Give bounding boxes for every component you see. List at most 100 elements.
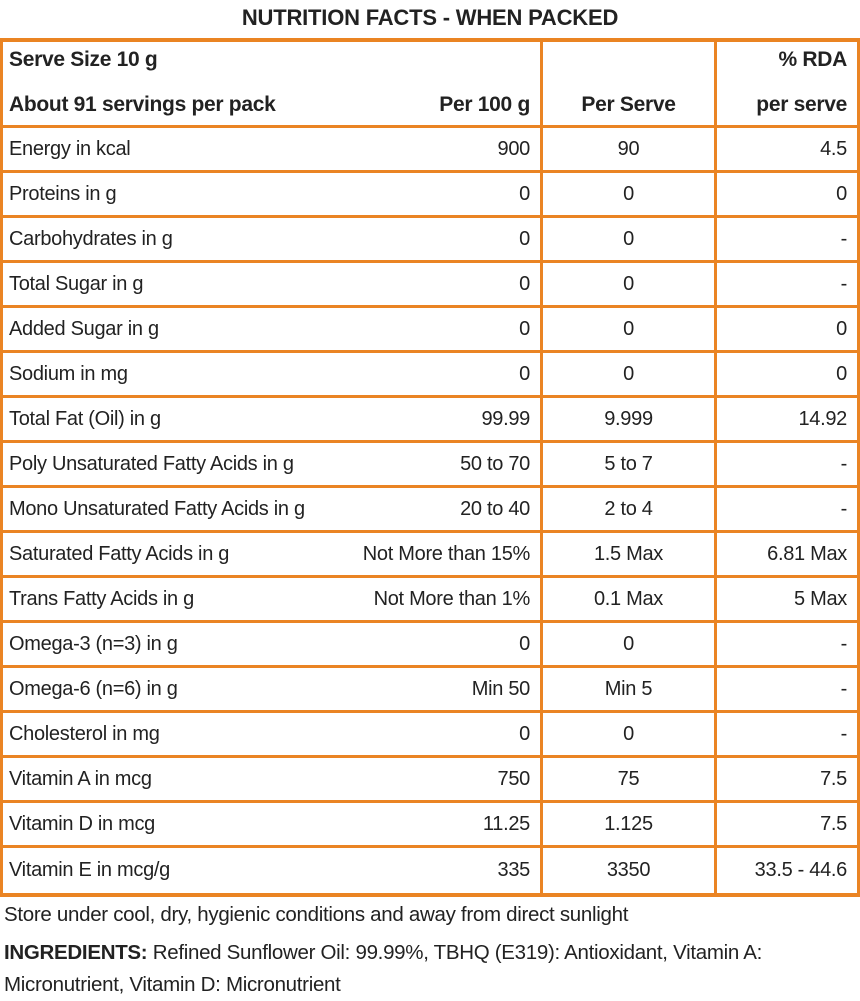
rda-value: - <box>840 227 848 250</box>
rda-value: 0 <box>836 317 847 340</box>
per-serve-cell: 0 <box>543 173 717 215</box>
per-100g-value: 20 to 40 <box>460 497 530 520</box>
per-serve-value: 9.999 <box>604 407 653 430</box>
table-row: Proteins in g 0 0 0 <box>3 173 857 218</box>
footer: Store under cool, dry, hygienic conditio… <box>0 897 860 1001</box>
table-row: Trans Fatty Acids in g Not More than 1% … <box>3 578 857 623</box>
nutrient-label: Energy in kcal <box>9 137 131 160</box>
per-serve-value: 2 to 4 <box>604 497 653 520</box>
nutrient-label: Sodium in mg <box>9 362 128 385</box>
per-serve-value: 75 <box>617 767 640 790</box>
row-col1: Poly Unsaturated Fatty Acids in g 50 to … <box>3 443 543 485</box>
table-header: Serve Size 10 g About 91 servings per pa… <box>3 42 857 128</box>
row-col1: Added Sugar in g 0 <box>3 308 543 350</box>
nutrition-table: Serve Size 10 g About 91 servings per pa… <box>0 38 860 897</box>
rda-header-line2: per serve <box>756 93 847 116</box>
per-100g-value: Not More than 15% <box>362 542 531 565</box>
per-serve-header: Per Serve <box>543 42 717 125</box>
servings-label: About 91 servings per pack <box>9 93 276 116</box>
table-row: Saturated Fatty Acids in g Not More than… <box>3 533 857 578</box>
rda-cell: 33.5 - 44.6 <box>717 848 857 893</box>
nutrient-label: Omega-3 (n=3) in g <box>9 632 178 655</box>
ingredients-text: Refined Sunflower Oil: 99.99%, TBHQ (E31… <box>4 941 762 996</box>
rda-cell: 14.92 <box>717 398 857 440</box>
rda-value: - <box>840 497 848 520</box>
per-100g-value: 0 <box>519 722 530 745</box>
nutrient-label: Vitamin A in mcg <box>9 767 152 790</box>
per-serve-value: 0 <box>623 362 634 385</box>
header-col1-bottom: About 91 servings per pack Per 100 g <box>9 93 530 117</box>
rda-value: - <box>840 452 848 475</box>
rda-value: 14.92 <box>798 407 847 430</box>
table-row: Added Sugar in g 0 0 0 <box>3 308 857 353</box>
nutrient-label: Total Fat (Oil) in g <box>9 407 161 430</box>
table-row: Omega-6 (n=6) in g Min 50 Min 5 - <box>3 668 857 713</box>
per-100g-value: 0 <box>519 227 530 250</box>
per-100g-value: 0 <box>519 362 530 385</box>
page-title: NUTRITION FACTS - WHEN PACKED <box>241 5 619 30</box>
rda-cell: 0 <box>717 308 857 350</box>
rda-cell: 5 Max <box>717 578 857 620</box>
rda-cell: - <box>717 443 857 485</box>
per-100g-value: 0 <box>519 182 530 205</box>
row-col1: Vitamin E in mcg/g 335 <box>3 848 543 893</box>
rda-value: 7.5 <box>820 812 847 835</box>
row-col1: Total Sugar in g 0 <box>3 263 543 305</box>
rda-value: - <box>840 272 848 295</box>
serve-size-label: Serve Size 10 g <box>9 48 158 71</box>
per-serve-value: 0 <box>623 182 634 205</box>
per-serve-value: 0 <box>623 632 634 655</box>
per-serve-value: 5 to 7 <box>604 452 653 475</box>
rda-cell: - <box>717 623 857 665</box>
row-col1: Sodium in mg 0 <box>3 353 543 395</box>
row-col1: Omega-3 (n=3) in g 0 <box>3 623 543 665</box>
per-serve-cell: 0 <box>543 713 717 755</box>
per-serve-value: 1.125 <box>604 812 653 835</box>
per-100g-value: 0 <box>519 317 530 340</box>
rda-cell: - <box>717 488 857 530</box>
rda-cell: - <box>717 263 857 305</box>
rda-cell: 7.5 <box>717 758 857 800</box>
per-serve-cell: 0 <box>543 263 717 305</box>
per-100g-value: 0 <box>519 632 530 655</box>
per-serve-value: Min 5 <box>604 677 653 700</box>
row-col1: Vitamin D in mcg 11.25 <box>3 803 543 845</box>
per-serve-cell: 0 <box>543 353 717 395</box>
rda-cell: 6.81 Max <box>717 533 857 575</box>
rda-cell: - <box>717 668 857 710</box>
per-serve-cell: 9.999 <box>543 398 717 440</box>
rda-value: 4.5 <box>820 137 847 160</box>
nutrient-label: Total Sugar in g <box>9 272 144 295</box>
table-row: Total Fat (Oil) in g 99.99 9.999 14.92 <box>3 398 857 443</box>
per-100g-value: 900 <box>497 137 531 160</box>
row-col1: Total Fat (Oil) in g 99.99 <box>3 398 543 440</box>
rda-value: 0 <box>836 182 847 205</box>
per-serve-value: 3350 <box>606 859 651 881</box>
per-serve-cell: 2 to 4 <box>543 488 717 530</box>
per-serve-value: 0.1 Max <box>593 587 664 610</box>
row-col1: Omega-6 (n=6) in g Min 50 <box>3 668 543 710</box>
per-100g-value: 0 <box>519 272 530 295</box>
table-row: Sodium in mg 0 0 0 <box>3 353 857 398</box>
per-100g-value: Not More than 1% <box>373 587 531 610</box>
row-col1: Vitamin A in mcg 750 <box>3 758 543 800</box>
ingredients-note: INGREDIENTS: Refined Sunflower Oil: 99.9… <box>4 937 774 1001</box>
nutrient-label: Omega-6 (n=6) in g <box>9 677 178 700</box>
per-serve-value: 0 <box>623 317 634 340</box>
rda-value: - <box>840 632 848 655</box>
table-row: Omega-3 (n=3) in g 0 0 - <box>3 623 857 668</box>
per-serve-cell: 0.1 Max <box>543 578 717 620</box>
rda-header: % RDA per serve <box>717 42 857 125</box>
nutrient-label: Vitamin E in mcg/g <box>9 859 170 881</box>
table-row: Cholesterol in mg 0 0 - <box>3 713 857 758</box>
rda-cell: 4.5 <box>717 128 857 170</box>
nutrient-label: Proteins in g <box>9 182 117 205</box>
nutrient-label: Added Sugar in g <box>9 317 159 340</box>
per-100g-value: 50 to 70 <box>460 452 530 475</box>
per-serve-cell: 5 to 7 <box>543 443 717 485</box>
row-col1: Mono Unsaturated Fatty Acids in g 20 to … <box>3 488 543 530</box>
table-body: Energy in kcal 900 90 4.5 Proteins in g … <box>3 128 857 893</box>
row-col1: Proteins in g 0 <box>3 173 543 215</box>
rda-value: 6.81 Max <box>767 542 847 565</box>
table-row: Poly Unsaturated Fatty Acids in g 50 to … <box>3 443 857 488</box>
